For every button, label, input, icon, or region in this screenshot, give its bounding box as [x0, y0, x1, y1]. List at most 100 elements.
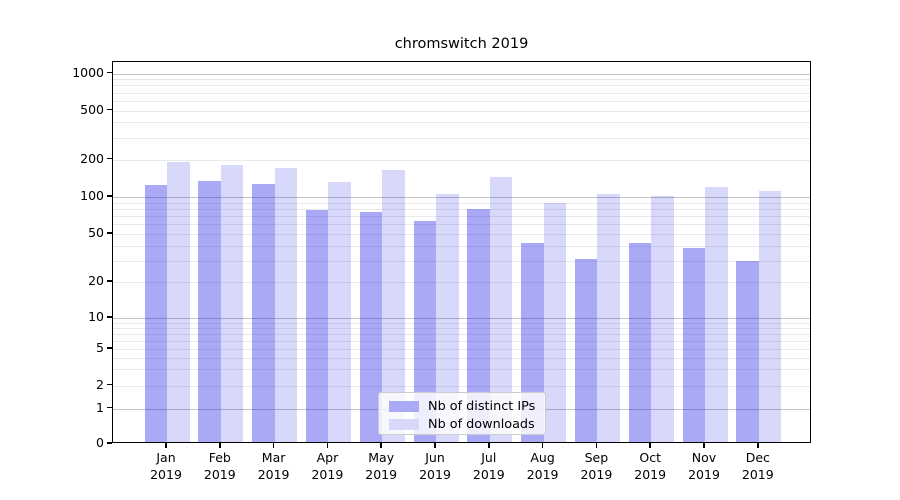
x-tick-mark — [541, 443, 544, 448]
y-tick-label: 10 — [88, 309, 104, 324]
y-tick-mark — [107, 406, 112, 409]
gridline-minor — [113, 349, 810, 350]
bar-downloads-oct — [651, 196, 674, 443]
gridline-minor — [113, 137, 810, 139]
gridline-minor — [113, 385, 810, 387]
plot-area — [112, 61, 811, 443]
gridline-minor — [113, 327, 810, 329]
bar-ips-feb — [198, 180, 221, 443]
x-tick-mark — [595, 443, 598, 448]
x-tick-label: May 2019 — [365, 450, 398, 482]
gridline-minor — [113, 340, 810, 342]
x-tick-mark — [488, 443, 490, 448]
bar-ips-dec — [736, 260, 759, 443]
x-tick-mark — [434, 443, 436, 448]
x-tick-label: Apr 2019 — [311, 450, 344, 482]
y-tick-label: 20 — [88, 273, 104, 288]
y-tick-mark — [107, 383, 112, 386]
gridline-minor — [113, 85, 810, 87]
bar-ips-jun — [413, 220, 436, 443]
bar-downloads-may — [382, 170, 405, 443]
x-tick-mark — [649, 443, 651, 448]
bar-downloads-apr — [328, 181, 351, 443]
gridline-minor — [113, 282, 810, 283]
bar-downloads-jul — [489, 177, 513, 443]
gridline-minor — [113, 110, 810, 112]
y-tick-label: 0 — [96, 435, 104, 450]
gridline-minor — [113, 92, 810, 94]
legend-swatch-downloads — [389, 418, 419, 430]
y-tick-label: 1000 — [72, 64, 104, 80]
x-tick-label: Jun 2019 — [419, 450, 451, 482]
gridline-major — [113, 318, 810, 319]
y-tick-mark — [107, 157, 112, 160]
gridline-minor — [113, 322, 810, 324]
bar-ips-nov — [682, 248, 705, 443]
gridline-minor — [113, 216, 810, 218]
y-tick-label: 500 — [80, 101, 104, 117]
x-tick-label: Feb 2019 — [203, 450, 236, 482]
bar-ips-jan — [144, 184, 167, 443]
y-tick-label: 1 — [96, 399, 104, 415]
legend-label-distinct-ips: Nb of distinct IPs — [428, 398, 536, 414]
x-tick-label: Dec 2019 — [741, 450, 774, 482]
bar-downloads-feb — [220, 165, 244, 443]
bar-downloads-sep — [597, 193, 620, 443]
gridline-minor — [113, 159, 810, 161]
gridline-major — [113, 73, 810, 75]
y-tick-label: 200 — [80, 150, 104, 166]
gridline-minor — [113, 208, 810, 210]
y-tick-mark — [107, 442, 112, 444]
x-tick-label: Mar 2019 — [257, 450, 290, 482]
legend: Nb of distinct IPs Nb of downloads — [378, 392, 546, 435]
bar-downloads-mar — [274, 168, 298, 443]
gridline-minor — [113, 357, 810, 359]
x-tick-label: Jul 2019 — [472, 450, 505, 482]
y-tick-mark — [107, 347, 112, 349]
y-tick-mark — [107, 71, 112, 74]
y-tick-label: 100 — [80, 188, 104, 203]
y-tick-label: 50 — [88, 225, 104, 240]
bar-ips-oct — [628, 243, 652, 443]
y-tick-mark — [107, 195, 112, 197]
legend-label-downloads: Nb of downloads — [428, 416, 535, 432]
gridline-minor — [113, 260, 810, 262]
bar-ips-may — [359, 212, 383, 443]
gridline-minor — [113, 202, 810, 204]
x-tick-label: Sep 2019 — [580, 450, 613, 482]
x-tick-label: Nov 2019 — [688, 450, 720, 482]
bar-ips-apr — [305, 210, 329, 443]
gridline-minor — [113, 79, 810, 81]
x-tick-mark — [219, 443, 221, 448]
bar-ips-sep — [574, 259, 598, 443]
bar-downloads-jun — [436, 193, 459, 443]
x-tick-mark — [757, 443, 759, 448]
y-tick-mark — [107, 232, 112, 234]
x-tick-mark — [703, 443, 705, 448]
bar-downloads-dec — [758, 190, 782, 443]
legend-swatch-distinct-ips — [389, 400, 419, 412]
x-tick-mark — [165, 443, 167, 448]
x-tick-label: Aug 2019 — [526, 450, 559, 482]
bar-ips-mar — [252, 183, 275, 443]
y-tick-mark — [107, 280, 112, 282]
legend-item-distinct-ips: Nb of distinct IPs — [379, 397, 545, 415]
y-tick-label: 5 — [96, 340, 104, 355]
gridline-minor — [113, 224, 810, 226]
chart-title: chromswitch 2019 — [394, 36, 529, 52]
x-tick-mark — [380, 443, 382, 448]
y-tick-mark — [107, 108, 112, 111]
gridline-minor — [113, 122, 810, 124]
gridline-major — [113, 197, 810, 198]
gridline-minor — [113, 369, 810, 371]
x-tick-label: Jan 2019 — [150, 450, 182, 482]
bar-downloads-aug — [543, 203, 567, 443]
x-tick-label: Oct 2019 — [634, 450, 667, 482]
x-tick-mark — [326, 443, 329, 448]
gridline-minor — [113, 234, 810, 235]
y-tick-mark — [107, 316, 112, 318]
x-tick-mark — [272, 443, 275, 448]
legend-item-downloads: Nb of downloads — [379, 415, 545, 433]
gridline-minor — [113, 100, 810, 102]
